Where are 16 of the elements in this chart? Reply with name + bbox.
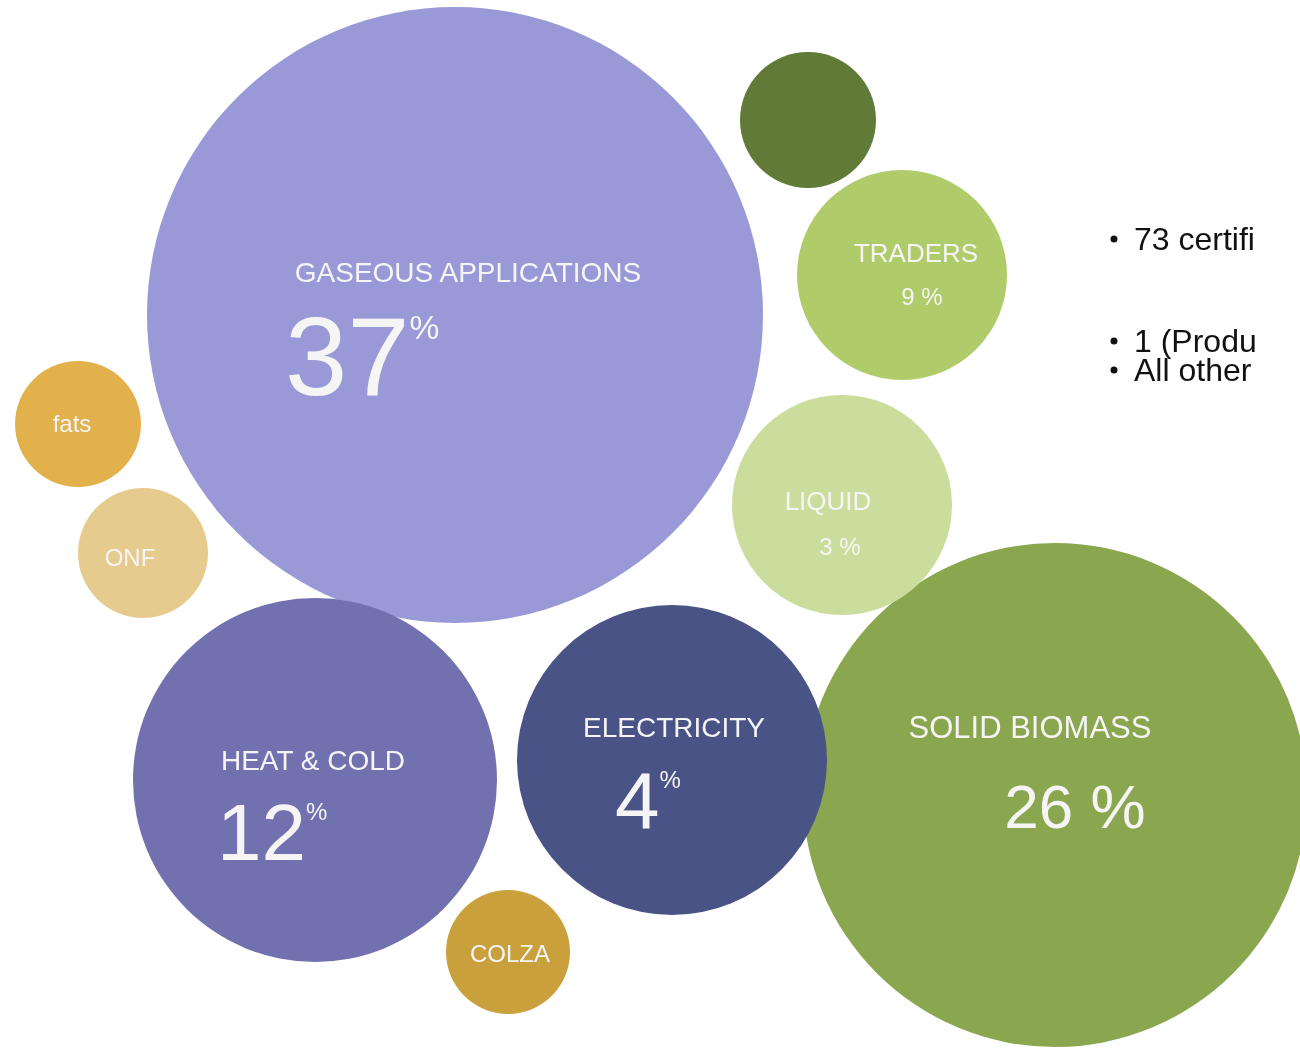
- category-label: ELECTRICITY: [582, 712, 766, 743]
- category-label: TRADERS: [853, 238, 979, 268]
- category-label: GASEOUS APPLICATIONS: [294, 257, 642, 288]
- text: 73 certifi: [1134, 221, 1255, 257]
- data-label: 3 %: [819, 533, 861, 560]
- category-label: SOLID BIOMASS: [908, 710, 1152, 745]
- category-label: ONF: [104, 544, 156, 571]
- category-label: COLZA: [469, 940, 551, 967]
- category-label: fats: [52, 410, 92, 437]
- data-label: 26 %: [1004, 772, 1146, 841]
- category-label: LIQUID: [784, 486, 872, 516]
- data-label: 37$^{%}$: [285, 294, 440, 419]
- data-label: 4$^{%}$: [615, 756, 681, 845]
- data-label: 12$^{%}$: [217, 788, 328, 877]
- category-label: HEAT & COLD: [220, 745, 406, 776]
- data-label: 9 %: [901, 283, 943, 310]
